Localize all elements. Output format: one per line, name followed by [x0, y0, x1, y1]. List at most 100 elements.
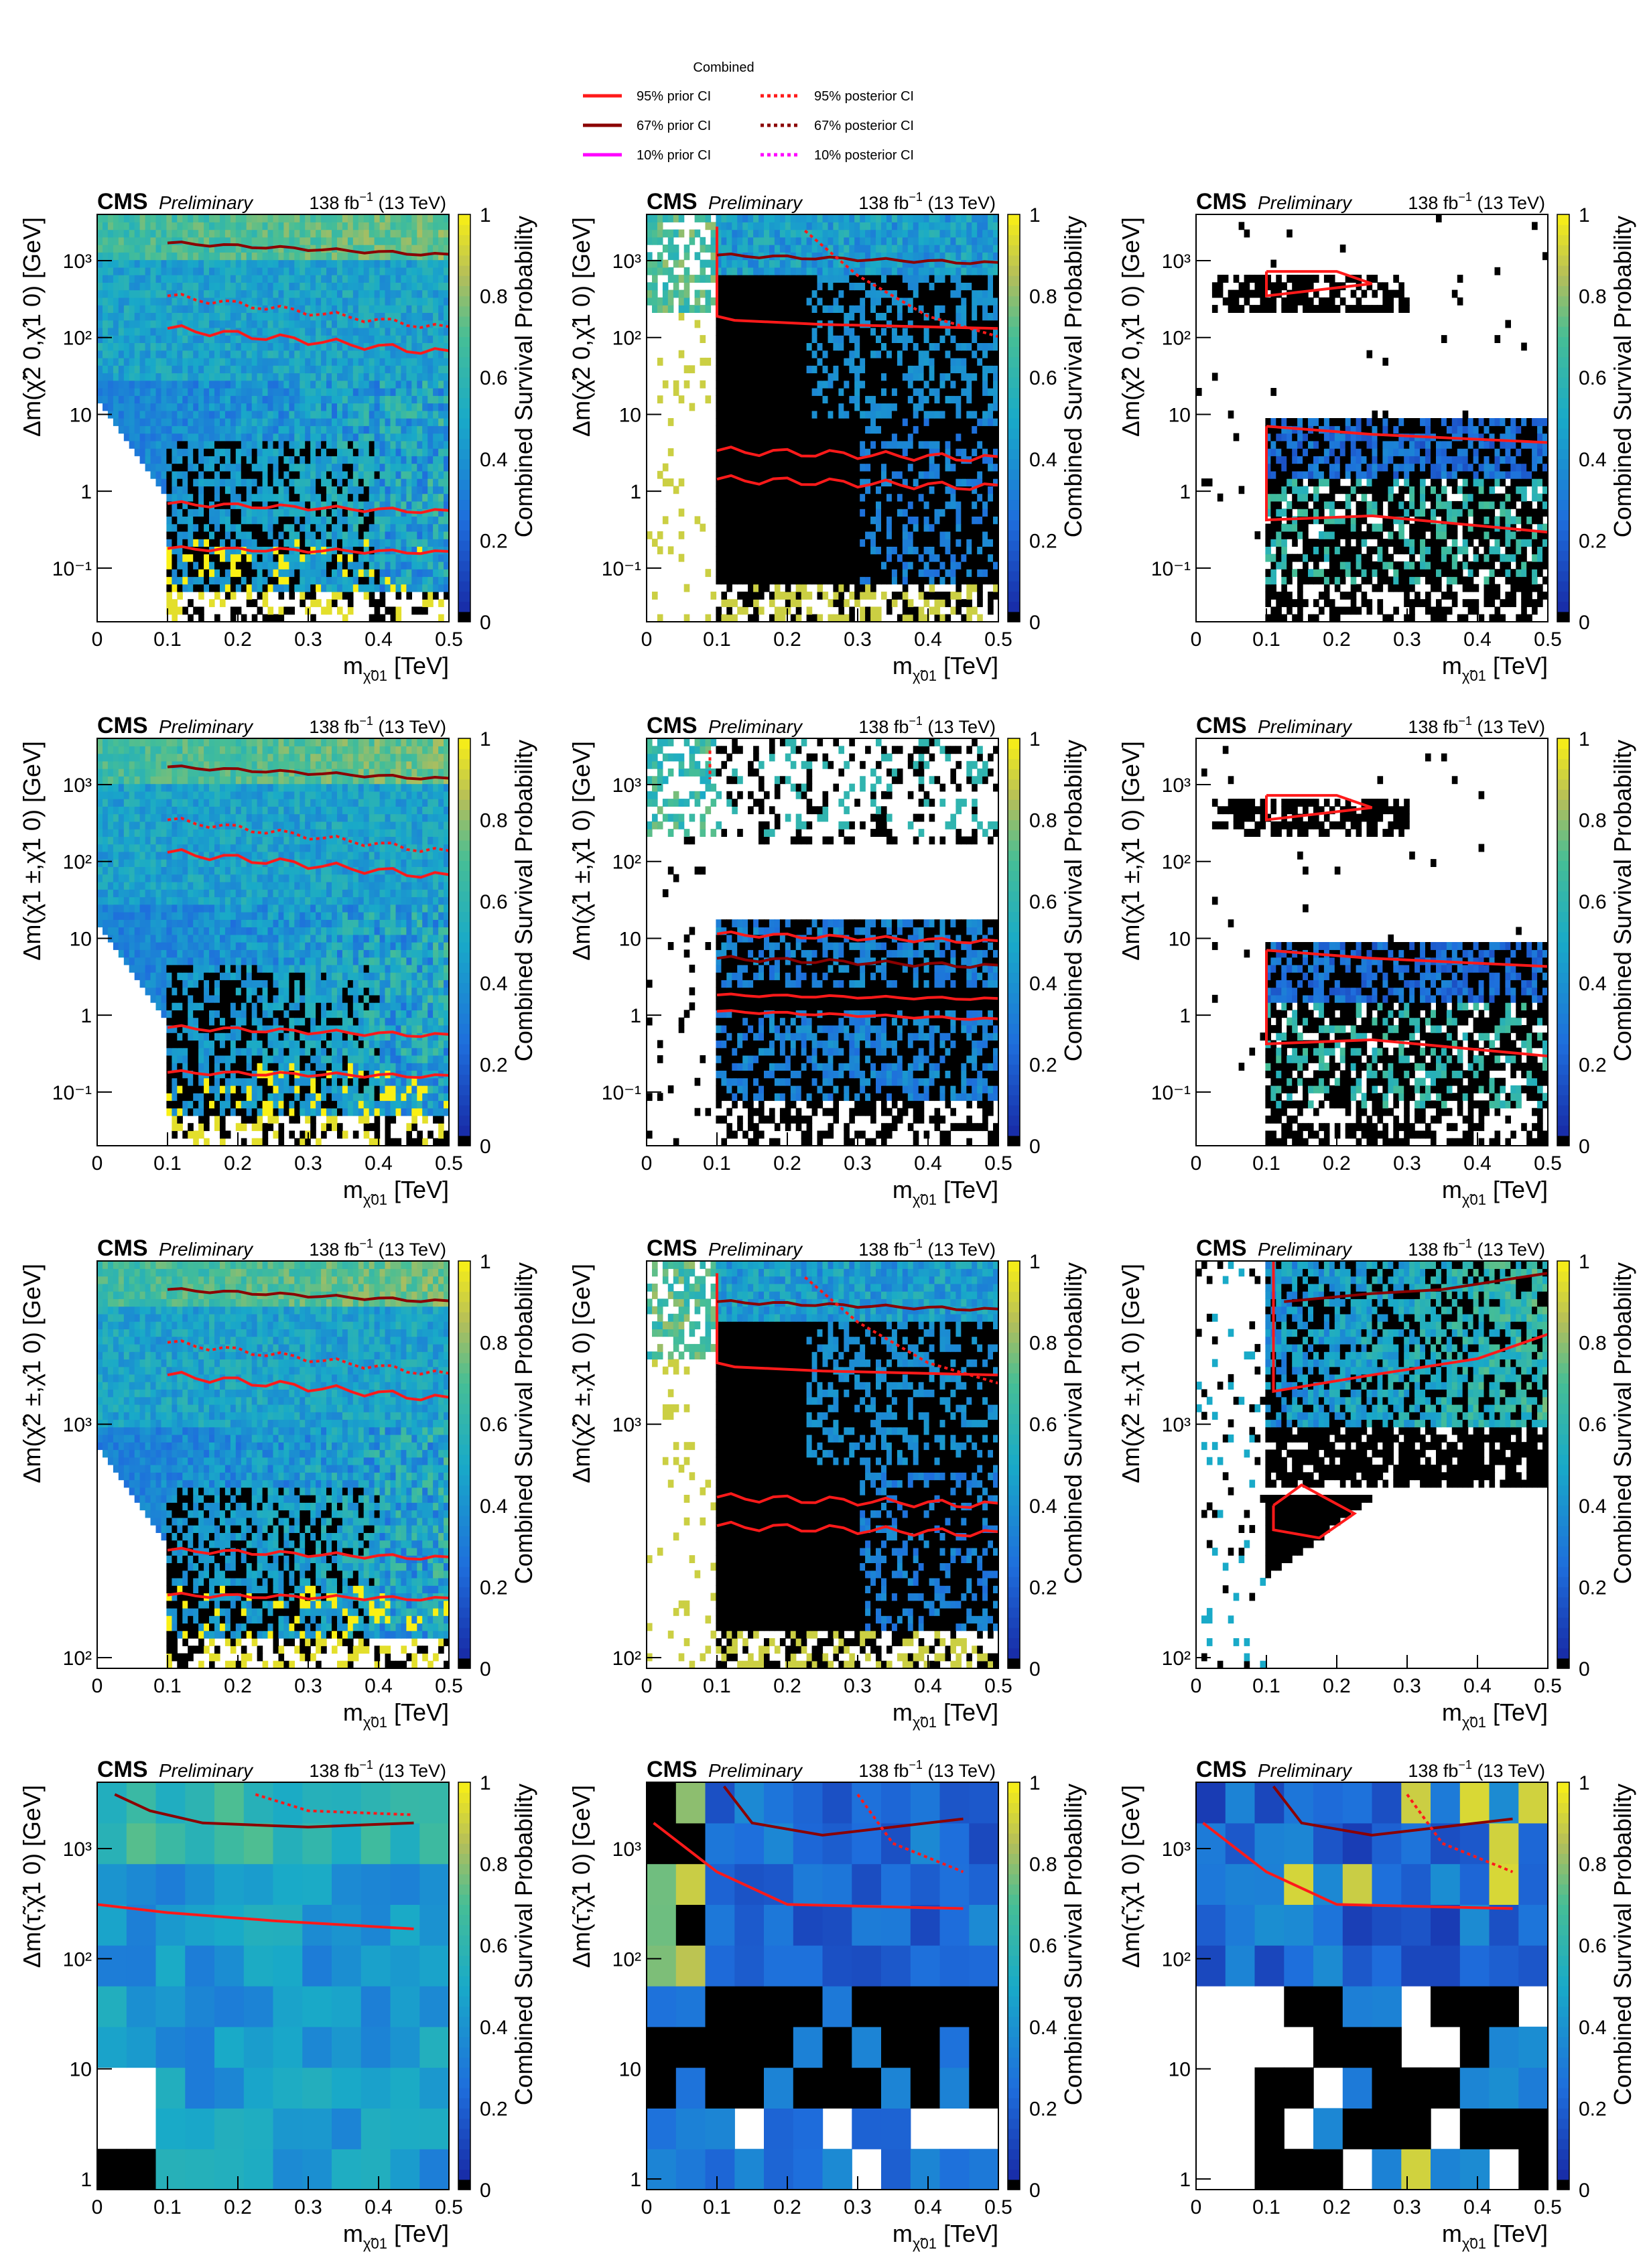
heatmap-cell [876, 440, 882, 449]
heatmap-cell [833, 584, 839, 592]
heatmap-cell [427, 456, 434, 464]
heatmap-cell [198, 448, 204, 456]
heatmap-cell [305, 553, 311, 562]
heatmap-cell [316, 388, 322, 396]
heatmap-cell [865, 373, 871, 381]
heatmap-cell [267, 282, 274, 291]
heatmap-cell [934, 403, 941, 411]
heatmap-cell [220, 440, 226, 449]
heatmap-cell [977, 576, 983, 585]
heatmap-cell [732, 448, 738, 456]
heatmap-cell [881, 486, 887, 494]
heatmap-cell [406, 425, 412, 434]
heatmap-cell [300, 425, 306, 434]
heatmap-cell [118, 222, 125, 230]
heatmap-cell [732, 516, 738, 525]
heatmap-cell [363, 380, 370, 389]
heatmap-cell [139, 373, 146, 381]
heatmap-cell [352, 320, 359, 328]
heatmap-cell [251, 259, 258, 268]
heatmap-cell [444, 478, 450, 486]
heatmap-cell [923, 403, 930, 411]
heatmap-cell [822, 463, 829, 472]
legend-label-1: 95% prior CI [637, 89, 711, 104]
heatmap-cell [759, 516, 765, 525]
heatmap-cell [107, 320, 114, 328]
heatmap-cell [352, 312, 359, 321]
heatmap-cell [945, 509, 951, 517]
heatmap-cell [230, 312, 237, 321]
heatmap-cell [806, 539, 813, 547]
heatmap-cell [262, 425, 269, 434]
heatmap-cell [795, 365, 802, 374]
heatmap-cell [427, 440, 434, 449]
heatmap-cell [246, 282, 253, 291]
heatmap-cell [438, 305, 444, 313]
heatmap-cell [972, 576, 978, 585]
heatmap-cell [764, 523, 770, 532]
heatmap-cell [326, 463, 332, 472]
heatmap-cell [220, 365, 226, 374]
heatmap-cell [444, 365, 450, 374]
heatmap-cell [150, 373, 157, 381]
heatmap-cell [316, 312, 322, 321]
heatmap-cell [257, 463, 263, 472]
heatmap-cell [438, 312, 444, 321]
heatmap-cell [220, 342, 226, 351]
heatmap-cell [188, 478, 194, 486]
heatmap-cell [790, 561, 797, 570]
heatmap-cell [129, 395, 135, 404]
heatmap-cell [838, 509, 844, 517]
heatmap-cell [817, 395, 824, 404]
heatmap-cell [950, 493, 956, 502]
heatmap-cell [273, 282, 279, 291]
heatmap-cell [161, 395, 168, 404]
heatmap-cell [913, 463, 919, 472]
heatmap-cell [363, 448, 370, 456]
heatmap-cell [107, 297, 114, 306]
heatmap-cell [977, 614, 983, 622]
heatmap-cell [417, 448, 423, 456]
heatmap-cell [374, 584, 381, 592]
heatmap-cell [411, 539, 417, 547]
heatmap-cell [427, 501, 434, 509]
heatmap-cell [838, 516, 844, 525]
heatmap-cell [145, 237, 151, 245]
heatmap-cell [273, 388, 279, 396]
heatmap-cell [667, 546, 674, 555]
heatmap-cell [316, 282, 322, 291]
heatmap-cell [759, 373, 765, 381]
heatmap-cell [817, 410, 824, 419]
heatmap-cell [390, 259, 397, 268]
heatmap-cell [358, 553, 365, 562]
heatmap-cell [332, 237, 338, 245]
heatmap-cell [934, 509, 941, 517]
heatmap-cell [929, 433, 935, 442]
heatmap-cell [326, 259, 332, 268]
heatmap-cell [870, 553, 876, 562]
heatmap-cell [790, 493, 797, 502]
heatmap-cell [342, 350, 348, 358]
heatmap-cell [379, 327, 386, 336]
heatmap-cell [235, 448, 242, 456]
heatmap-cell [369, 478, 375, 486]
heatmap-cell [748, 523, 754, 532]
heatmap-cell [214, 440, 220, 449]
heatmap-cell [241, 335, 247, 343]
heatmap-cell [982, 410, 988, 419]
heatmap-cell [732, 478, 738, 486]
heatmap-cell [417, 395, 423, 404]
heatmap-cell [748, 584, 754, 592]
heatmap-cell [956, 584, 962, 592]
heatmap-cell [220, 569, 226, 578]
heatmap-cell [897, 614, 903, 622]
heatmap-cell [326, 350, 332, 358]
heatmap-cell [278, 478, 285, 486]
heatmap-cell [321, 561, 327, 570]
heatmap-cell [246, 214, 253, 222]
heatmap-cell [849, 456, 855, 464]
heatmap-cell [982, 576, 988, 585]
heatmap-cell [369, 509, 375, 517]
heatmap-cell [433, 275, 439, 283]
heatmap-cell [716, 410, 722, 419]
